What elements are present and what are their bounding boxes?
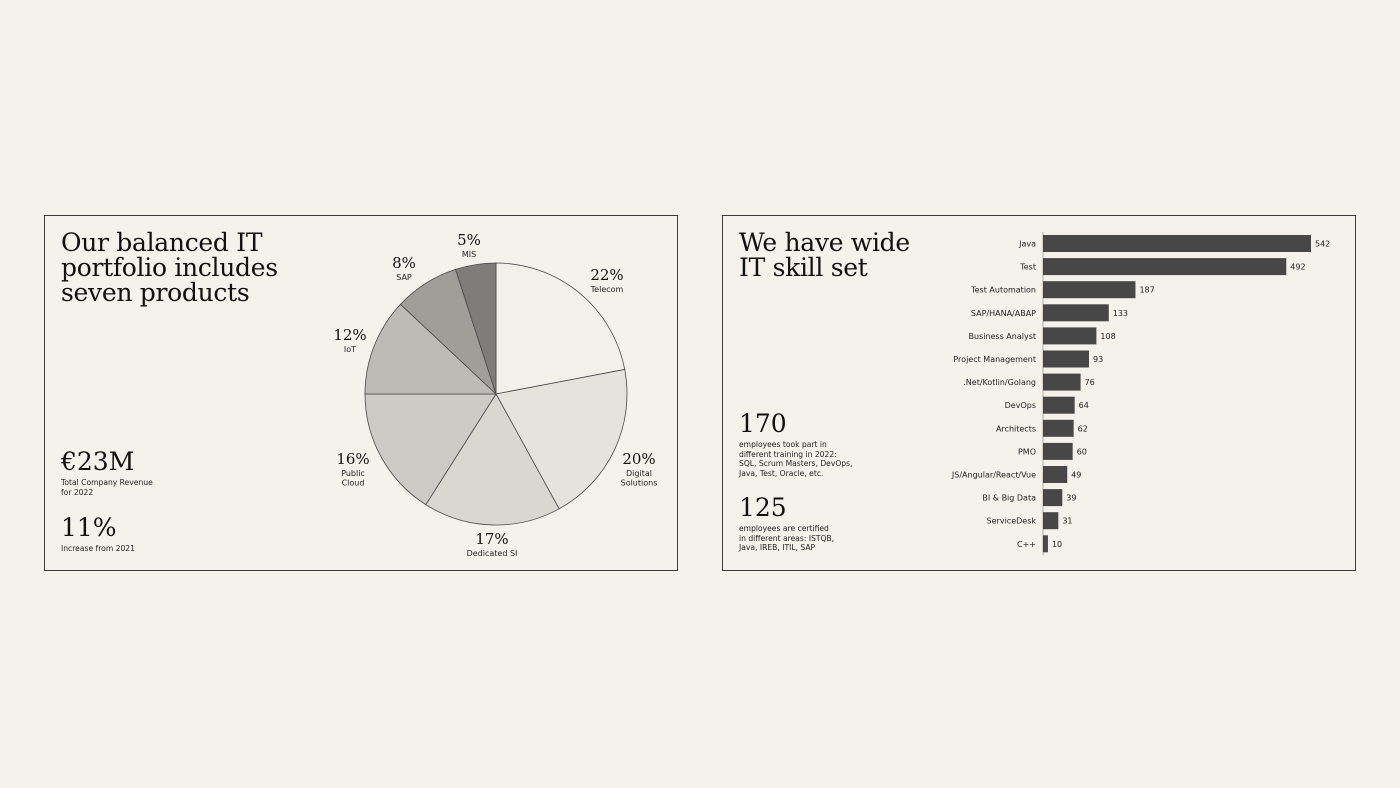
training-description: employees took part in different trainin… [739,440,853,478]
bar-value-label-business-analyst: 108 [1100,332,1115,341]
bar-category-label-architects: Architects [996,424,1036,433]
pie-percent-label-digital-solutions: 20% [622,450,655,468]
bar-category-label-sap-hana-abap: SAP/HANA/ABAP [971,309,1036,318]
pie-slice-telecom [495,262,626,395]
bar-value-label-pmo: 60 [1077,447,1087,456]
revenue-value: €23M [61,447,135,476]
portfolio-pie-chart: 22%Telecom 20%Digital Solutions 17%Dedicate… [333,231,658,558]
bar-value-label-sap-hana-abap: 133 [1113,309,1128,318]
growth-value: 11% [61,513,117,542]
bar-architects [1043,419,1074,437]
bar-category-label-net-kotlin-golang: .Net/Kotlin/Golang [963,378,1036,387]
bar-value-label-servicedesk: 31 [1062,517,1072,526]
bar-value-label-c: 10 [1052,540,1062,549]
bar-category-label-business-analyst: Business Analyst [968,332,1036,341]
bar-category-label-servicedesk: ServiceDesk [987,517,1037,526]
pie-category-label-sap: SAP [396,273,412,282]
pie-slice-public-cloud [364,393,497,506]
skills-panel: We have wide IT skill set 170 employees … [722,215,1356,571]
bar-value-label-bi-big-data: 39 [1066,494,1076,503]
training-stat: 170 employees took part in different tra… [739,410,853,478]
bar-sap-hana-abap [1043,304,1109,322]
pie-percent-label-dedicated-si: 17% [475,530,508,548]
bar-value-label-devops: 64 [1079,401,1089,410]
pie-slice-dedicated-si [425,393,560,526]
bar-bi-big-data [1043,489,1063,507]
bar-java [1043,235,1311,252]
pie-percent-label-telecom: 22% [590,266,623,284]
bar-category-label-project-management: Project Management [953,355,1036,364]
pie-percent-label-iot: 12% [333,326,366,344]
bar-project-management [1043,350,1089,368]
bar-category-label-pmo: PMO [1018,447,1036,456]
bar-value-label-test-automation: 187 [1139,286,1154,295]
pie-category-label-iot: IoT [344,345,356,354]
bar-devops [1043,396,1075,414]
pie-category-label-dedicated-si: Dedicated SI [467,549,518,558]
bar-category-label-test: Test [1019,263,1036,272]
revenue-stat: €23M Total Company Revenue for 2022 [61,448,153,497]
bar-business-analyst [1043,327,1097,345]
bar-c [1043,535,1048,553]
bar-value-label-architects: 62 [1078,424,1088,433]
pie-category-label-public-cloud: Public Cloud [341,469,365,488]
skills-bar-chart: Java 542 Test 492 Test Automation 187 SAP/HANA… [951,232,1330,556]
bar-js-angular-react-vue [1043,466,1068,483]
skills-title: We have wide IT skill set [739,228,910,282]
bar-value-label-project-management: 93 [1093,355,1103,364]
training-value: 170 [739,409,787,438]
pie-category-label-digital-solutions: Digital Solutions [621,469,658,488]
pie-percent-label-sap: 8% [392,254,416,272]
growth-description: Increase from 2021 [61,544,135,553]
bar-test-automation [1043,281,1136,299]
certified-description: employees are certified in different are… [739,524,835,552]
certified-stat: 125 employees are certified in different… [739,494,834,553]
bar-category-label-test-automation: Test Automation [970,286,1036,295]
bar-pmo [1043,442,1073,460]
bar-value-label-net-kotlin-golang: 76 [1085,378,1095,387]
bar-value-label-test: 492 [1290,263,1305,272]
growth-stat: 11% Increase from 2021 [61,514,135,554]
pie-category-label-mis: MIS [462,250,476,259]
bar-category-label-devops: DevOps [1005,401,1036,410]
bar-test [1043,258,1287,276]
bar-category-label-c: C++ [1017,540,1036,549]
pie-percent-label-public-cloud: 16% [336,450,369,468]
bar-category-label-js-angular-react-vue: JS/Angular/React/Vue [951,471,1036,480]
pie-percent-label-mis: 5% [457,231,481,249]
portfolio-title: Our balanced IT portfolio includes seven… [61,228,278,307]
bar-category-label-bi-big-data: BI & Big Data [982,494,1036,503]
pie-slice-digital-solutions [495,368,628,510]
bar-net-kotlin-golang [1043,373,1081,391]
pie-category-label-telecom: Telecom [590,285,624,294]
bar-value-label-java: 542 [1315,240,1330,249]
bar-category-label-java: Java [1018,240,1036,249]
pie-slice-iot [364,303,498,395]
revenue-description: Total Company Revenue for 2022 [61,478,153,497]
bar-servicedesk [1043,512,1059,530]
certified-value: 125 [739,493,787,522]
portfolio-panel: Our balanced IT portfolio includes seven… [44,215,678,571]
bar-value-label-js-angular-react-vue: 49 [1071,471,1081,480]
pie-slice-mis [455,262,497,395]
